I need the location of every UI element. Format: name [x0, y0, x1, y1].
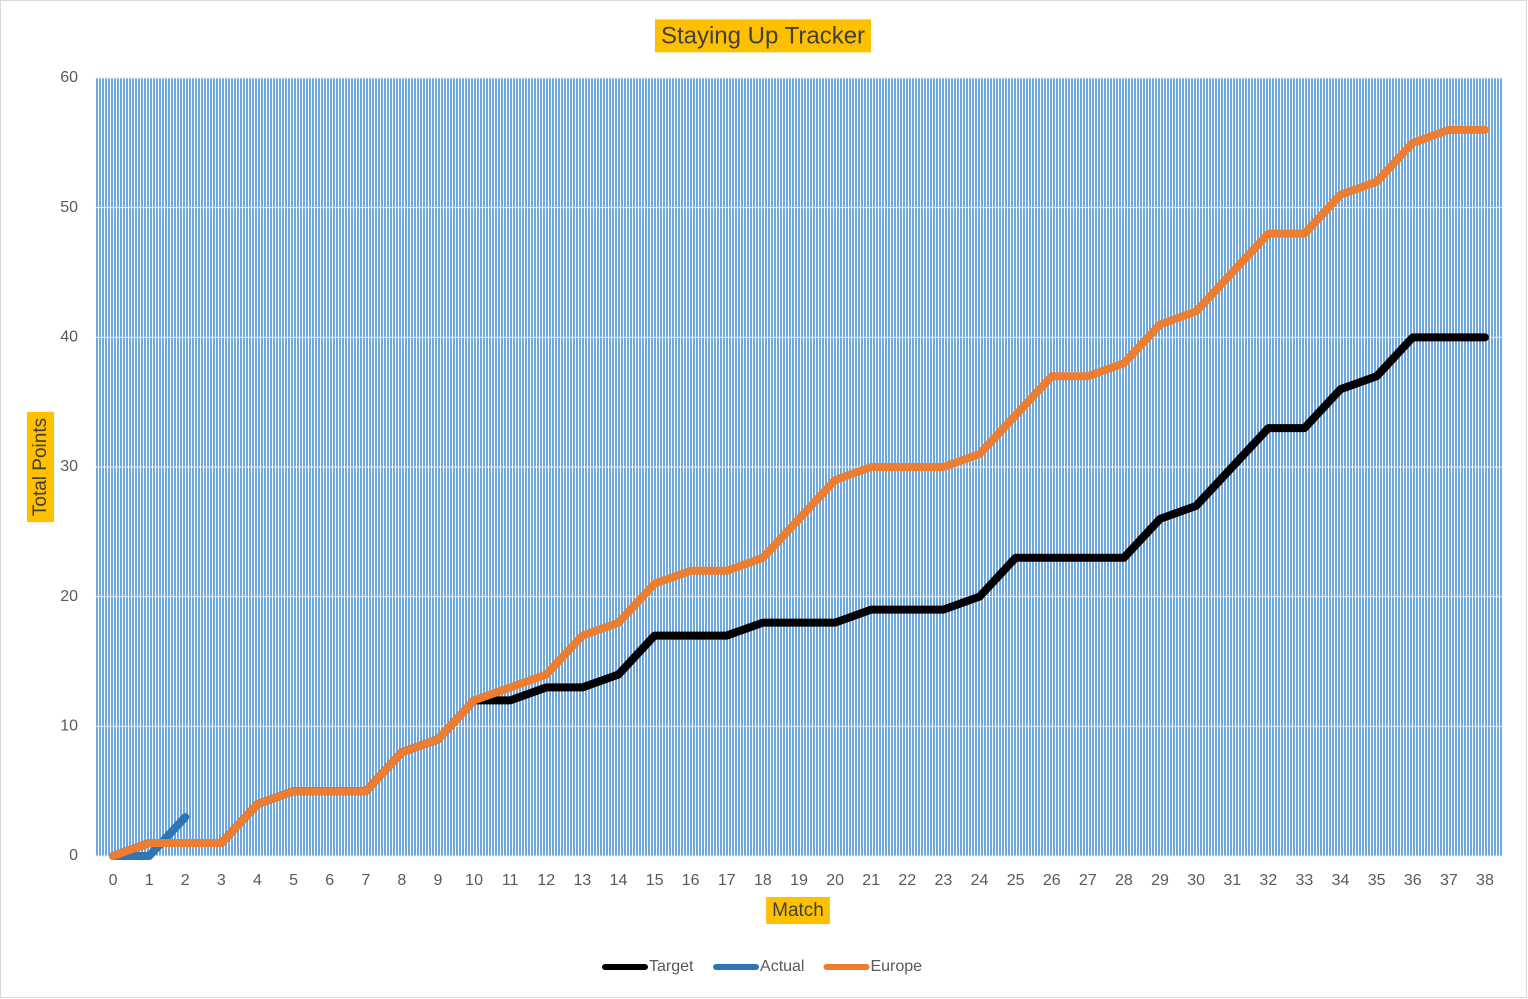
x-tick-label: 38 — [1476, 872, 1494, 889]
y-tick-label: 10 — [60, 718, 78, 735]
x-tick-label: 12 — [537, 872, 555, 889]
y-tick-label: 60 — [60, 69, 78, 86]
x-tick-label: 15 — [646, 872, 664, 889]
x-tick-label: 35 — [1368, 872, 1386, 889]
chart-title: Staying Up Tracker — [661, 22, 865, 49]
series-line — [109, 813, 190, 860]
series-line — [109, 125, 1489, 860]
x-tick-label: 13 — [573, 872, 591, 889]
x-tick-label: 4 — [253, 872, 262, 889]
title-highlight — [766, 897, 830, 925]
x-tick-label: 8 — [397, 872, 406, 889]
x-tick-label: 32 — [1259, 872, 1277, 889]
x-tick-label: 5 — [289, 872, 298, 889]
y-tick-label: 0 — [69, 847, 78, 864]
x-tick-label: 9 — [434, 872, 443, 889]
x-axis-title: Match — [772, 900, 824, 921]
x-tick-label: 27 — [1079, 872, 1097, 889]
title-highlight — [654, 19, 872, 53]
x-tick-label: 20 — [826, 872, 844, 889]
x-tick-label: 36 — [1404, 872, 1422, 889]
x-tick-label: 26 — [1043, 872, 1061, 889]
x-tick-label: 3 — [217, 872, 226, 889]
x-tick-label: 11 — [502, 872, 519, 889]
x-tick-label: 28 — [1115, 872, 1133, 889]
x-tick-label: 37 — [1440, 872, 1458, 889]
x-tick-label: 14 — [610, 872, 628, 889]
x-tick-label: 21 — [862, 872, 880, 889]
x-tick-label: 24 — [971, 872, 989, 889]
x-tick-label: 31 — [1223, 872, 1241, 889]
y-tick-label: 30 — [60, 458, 78, 475]
y-tick-label: 20 — [60, 588, 78, 605]
x-tick-label: 0 — [109, 872, 118, 889]
x-tick-label: 10 — [465, 872, 483, 889]
y-tick-label: 50 — [60, 199, 78, 216]
x-tick-label: 22 — [898, 872, 916, 889]
x-tick-label: 23 — [935, 872, 953, 889]
x-tick-label: 33 — [1296, 872, 1314, 889]
x-tick-label: 18 — [754, 872, 772, 889]
title-highlight — [27, 411, 55, 523]
x-tick-label: 19 — [790, 872, 808, 889]
x-tick-label: 6 — [325, 872, 334, 889]
x-tick-label: 29 — [1151, 872, 1169, 889]
y-tick-label: 40 — [60, 329, 78, 346]
legend-label: Target — [649, 958, 694, 975]
x-tick-label: 30 — [1187, 872, 1205, 889]
x-tick-label: 2 — [181, 872, 190, 889]
x-tick-label: 25 — [1007, 872, 1025, 889]
x-tick-label: 16 — [682, 872, 700, 889]
x-tick-label: 34 — [1332, 872, 1350, 889]
legend-label: Europe — [870, 958, 922, 975]
y-axis-title: Total Points — [30, 418, 51, 516]
legend-label: Actual — [760, 958, 804, 975]
x-tick-label: 1 — [145, 872, 154, 889]
x-tick-label: 17 — [718, 872, 736, 889]
x-tick-label: 7 — [361, 872, 370, 889]
